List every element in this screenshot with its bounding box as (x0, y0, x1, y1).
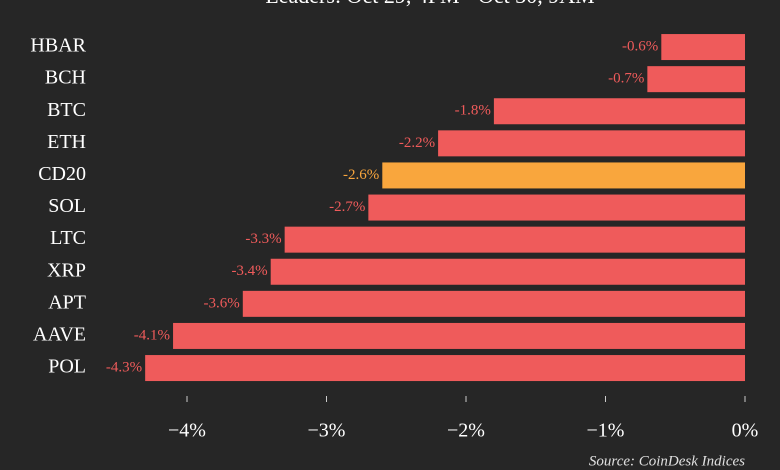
y-tick-label: CD20 (38, 163, 86, 185)
y-tick-label: POL (48, 356, 86, 378)
value-label: -2.6% (343, 167, 379, 183)
value-label: -0.6% (622, 38, 658, 54)
y-tick-label: LTC (50, 227, 86, 249)
x-tick-label: −2% (447, 420, 485, 442)
bar (647, 66, 745, 93)
bar (242, 290, 746, 317)
bar (145, 355, 745, 382)
bar (270, 258, 745, 285)
value-label: -2.2% (399, 135, 435, 151)
y-tick-label: XRP (47, 259, 86, 281)
x-tick-label: −3% (308, 420, 346, 442)
y-tick-label: HBAR (30, 35, 86, 57)
bar (438, 130, 745, 157)
x-tick-label: −4% (168, 420, 206, 442)
value-label: -1.8% (455, 103, 491, 119)
y-tick-label: AAVE (33, 324, 86, 346)
chart-title: Leaders: Oct 29, 4PM - Oct 30, 9AM (265, 0, 594, 8)
x-tick-label: 0% (732, 420, 759, 442)
y-tick-label: BTC (47, 99, 86, 121)
y-tick-label: SOL (48, 195, 86, 217)
value-label: -4.1% (134, 327, 170, 343)
value-label: -4.3% (106, 359, 142, 375)
y-tick-label: BCH (45, 67, 86, 89)
source: Source: CoinDesk Indices (589, 453, 745, 469)
x-tick-label: −1% (587, 420, 625, 442)
value-label: -0.7% (608, 71, 644, 87)
bar (284, 226, 745, 253)
y-tick-label: APT (48, 291, 86, 313)
value-label: -3.4% (231, 263, 267, 279)
value-label: -3.3% (245, 231, 281, 247)
bar (661, 34, 745, 61)
bar (173, 322, 746, 349)
y-tick-label: ETH (47, 131, 86, 153)
bar (368, 194, 745, 221)
value-label: -2.7% (329, 199, 365, 215)
bar (382, 162, 745, 189)
bar (493, 98, 745, 125)
value-label: -3.6% (204, 295, 240, 311)
